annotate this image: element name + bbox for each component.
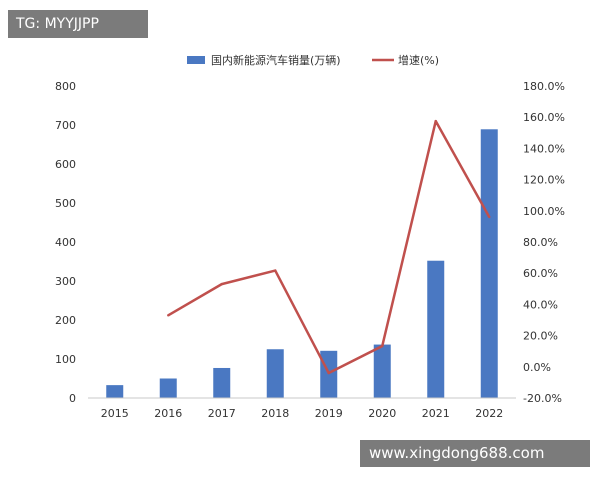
- bar: [427, 260, 445, 398]
- left-tick-label: 200: [55, 314, 76, 327]
- right-axis: -20.0% 0.0% 20.0% 40.0% 60.0% 80.0% 100.0% 120.…: [523, 80, 565, 405]
- right-tick-label: 100.0%: [523, 205, 565, 218]
- bar: [106, 385, 124, 398]
- right-tick-label: 140.0%: [523, 142, 565, 155]
- right-tick-label: 180.0%: [523, 80, 565, 93]
- right-tick-label: 120.0%: [523, 174, 565, 187]
- bar: [373, 344, 391, 398]
- x-tick-label: 2019: [315, 407, 343, 420]
- x-tick-label: 2020: [368, 407, 396, 420]
- left-tick-label: 600: [55, 158, 76, 171]
- right-tick-label: 0.0%: [523, 361, 551, 374]
- watermark-url: www.xingdong688.com: [360, 440, 590, 467]
- right-tick-label: 20.0%: [523, 330, 558, 343]
- line-point: [327, 371, 330, 375]
- right-tick-label: 40.0%: [523, 298, 558, 311]
- x-tick-label: 2022: [475, 407, 503, 420]
- line-series: [167, 119, 491, 375]
- left-tick-label: 300: [55, 275, 76, 288]
- bar: [266, 349, 284, 398]
- x-axis: 2015 2016 2017 2018 2019 2020 2021 2022: [88, 397, 516, 420]
- x-tick-label: 2016: [154, 407, 182, 420]
- x-tick-label: 2017: [208, 407, 236, 420]
- legend-bar-swatch: [187, 56, 205, 64]
- right-tick-label: -20.0%: [523, 392, 562, 405]
- left-tick-label: 500: [55, 197, 76, 210]
- left-tick-label: 800: [55, 80, 76, 93]
- left-tick-label: 700: [55, 119, 76, 132]
- bar: [159, 378, 177, 398]
- line-point: [381, 344, 384, 348]
- legend: 国内新能源汽车销量(万辆) 增速(%): [187, 53, 439, 67]
- line-point: [434, 119, 437, 123]
- line-point: [167, 314, 170, 317]
- x-tick-label: 2021: [422, 407, 450, 420]
- right-tick-label: 160.0%: [523, 111, 565, 124]
- line-point: [220, 282, 223, 286]
- bar: [213, 367, 231, 398]
- line-point: [488, 215, 491, 219]
- left-tick-label: 400: [55, 236, 76, 249]
- line-point: [274, 269, 277, 272]
- bar: [480, 129, 498, 399]
- right-tick-label: 60.0%: [523, 267, 558, 280]
- left-tick-label: 100: [55, 353, 76, 366]
- left-tick-label: 0: [69, 392, 76, 405]
- watermark-top: TG: MYYJJPP: [8, 10, 148, 38]
- right-tick-label: 80.0%: [523, 236, 558, 249]
- legend-line-label: 增速(%): [398, 53, 439, 67]
- bar: [320, 350, 338, 398]
- bar-series: [106, 129, 498, 399]
- x-tick-label: 2015: [101, 407, 129, 420]
- x-tick-label: 2018: [261, 407, 289, 420]
- legend-bar-label: 国内新能源汽车销量(万辆): [211, 53, 341, 67]
- left-axis: 0 100 200 300 400 500 600 700 800: [55, 80, 76, 405]
